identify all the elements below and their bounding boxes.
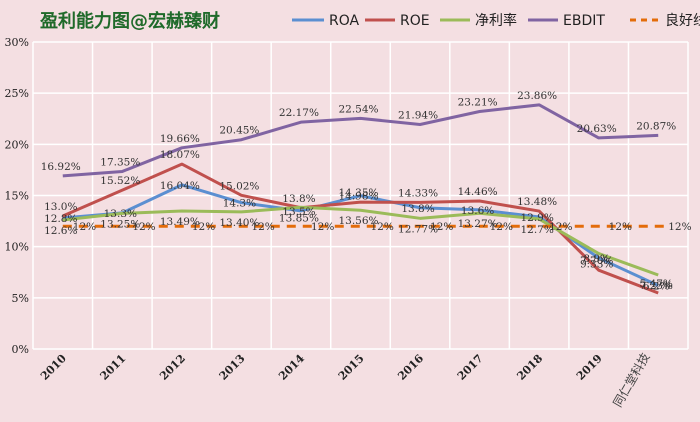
data-label: 16.92% xyxy=(41,161,81,173)
legend-label: EBDIT xyxy=(563,13,605,29)
x-tick-label: 2015 xyxy=(336,352,367,383)
data-label: 12% xyxy=(192,221,215,233)
data-label: 5.47% xyxy=(640,278,673,290)
x-tick-label: 2014 xyxy=(276,352,307,383)
data-label: 20.87% xyxy=(636,120,676,132)
y-tick-label: 25% xyxy=(5,87,29,100)
data-label: 14.98% xyxy=(338,191,378,203)
data-label: 13.8% xyxy=(401,203,434,215)
x-axis-ticks: 2010 2011 2012 2013 2014 2015 2016 2017 2018 2019 xyxy=(38,352,605,383)
data-label: 20.63% xyxy=(577,123,617,135)
y-tick-label: 5% xyxy=(12,292,29,305)
data-label: 23.21% xyxy=(458,96,498,108)
x-tick-label: 2010 xyxy=(38,352,69,383)
data-label: 12% xyxy=(609,221,632,233)
x-tick-label: 2017 xyxy=(455,352,486,383)
data-labels: 12.8% 13.3% 16.04% 14.3% 13.5% 14.98% 13.8% 13.… xyxy=(41,90,692,293)
data-label: 12% xyxy=(251,221,274,233)
data-label: 22.54% xyxy=(338,103,378,115)
data-label: 13.8% xyxy=(282,193,315,205)
data-label: 23.86% xyxy=(517,90,557,102)
y-tick-label: 10% xyxy=(5,241,29,254)
data-label: 22.17% xyxy=(279,107,319,119)
series-lines xyxy=(62,103,671,295)
data-label: 12% xyxy=(371,221,394,233)
data-label: 13.85% xyxy=(279,212,319,224)
data-label: 13.27% xyxy=(458,218,498,230)
legend-label: ROE xyxy=(400,13,430,29)
data-label: 13.6% xyxy=(461,205,494,217)
data-label: 6.2% xyxy=(643,281,670,293)
data-label: 13.56% xyxy=(338,215,378,227)
data-label: 12% xyxy=(73,221,96,233)
data-label: 17.35% xyxy=(100,156,140,168)
data-label: 12% xyxy=(311,221,334,233)
x-tick-label: 2019 xyxy=(574,352,605,383)
y-tick-label: 20% xyxy=(5,138,29,151)
data-label: 9.33% xyxy=(580,259,613,271)
chart-title: 盈利能力图@宏赫臻财 xyxy=(39,10,220,32)
data-label: 13.49% xyxy=(160,216,200,228)
data-label: 8.9% xyxy=(583,253,610,265)
data-label: 13.40% xyxy=(219,217,259,229)
data-label: 15.52% xyxy=(100,175,140,187)
y-axis-ticks: 0% 5% 10% 15% 20% 25% 30% xyxy=(5,36,29,356)
data-label: 12.9% xyxy=(520,212,553,224)
data-label: 7.70% xyxy=(580,255,613,267)
data-label: 12% xyxy=(490,221,513,233)
series-line-EBDIT xyxy=(62,103,659,178)
data-label: 18.07% xyxy=(160,149,200,161)
data-label: 7.23% xyxy=(640,280,673,292)
data-label: 14.35% xyxy=(338,187,378,199)
data-label: 12.8% xyxy=(44,213,77,225)
x-tick-label: 2018 xyxy=(514,352,545,383)
data-label: 12.77% xyxy=(398,223,438,235)
data-label: 12% xyxy=(132,221,155,233)
data-label: 21.94% xyxy=(398,109,438,121)
y-tick-label: 0% xyxy=(12,343,29,356)
data-label: 20.45% xyxy=(219,125,259,137)
x-tick-label: 2016 xyxy=(395,352,426,383)
x-tick-label: 2012 xyxy=(157,352,188,383)
data-label: 13.3% xyxy=(104,208,137,220)
data-label: 19.66% xyxy=(160,133,200,145)
data-label: 14.33% xyxy=(398,187,438,199)
legend-label: ROA xyxy=(329,13,360,29)
legend: ROA ROE 净利率 EBDIT 良好线 xyxy=(292,12,700,29)
data-label: 16.04% xyxy=(160,180,200,192)
data-label: 12% xyxy=(430,221,453,233)
data-label: 13.5% xyxy=(282,206,315,218)
legend-label: 净利率 xyxy=(475,12,517,29)
data-label: 14.46% xyxy=(458,186,498,198)
series-line-净利率 xyxy=(62,205,659,277)
data-label: 12% xyxy=(549,221,572,233)
data-label: 14.3% xyxy=(223,198,256,210)
data-label: 12% xyxy=(668,221,691,233)
grid xyxy=(32,41,689,350)
y-tick-label: 15% xyxy=(5,190,29,203)
legend-label: 良好线 xyxy=(665,13,700,29)
y-tick-label: 30% xyxy=(5,36,29,49)
data-label: 13.25% xyxy=(100,218,140,230)
x-tick-label: 2013 xyxy=(217,352,248,383)
data-label: 15.02% xyxy=(219,180,259,192)
watermark: 同仁堂科技 xyxy=(610,351,652,410)
data-label: 12.7% xyxy=(520,224,553,236)
data-label: 13.48% xyxy=(517,196,557,208)
data-label: 12.6% xyxy=(44,225,77,237)
x-tick-label: 2011 xyxy=(98,352,129,383)
data-label: 13.0% xyxy=(44,201,77,213)
